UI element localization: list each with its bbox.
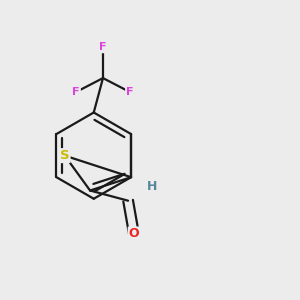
Text: F: F [126, 87, 134, 97]
Text: O: O [129, 227, 139, 240]
Text: F: F [73, 87, 80, 97]
Text: S: S [60, 149, 70, 162]
Text: F: F [99, 42, 107, 52]
Text: H: H [147, 180, 158, 193]
